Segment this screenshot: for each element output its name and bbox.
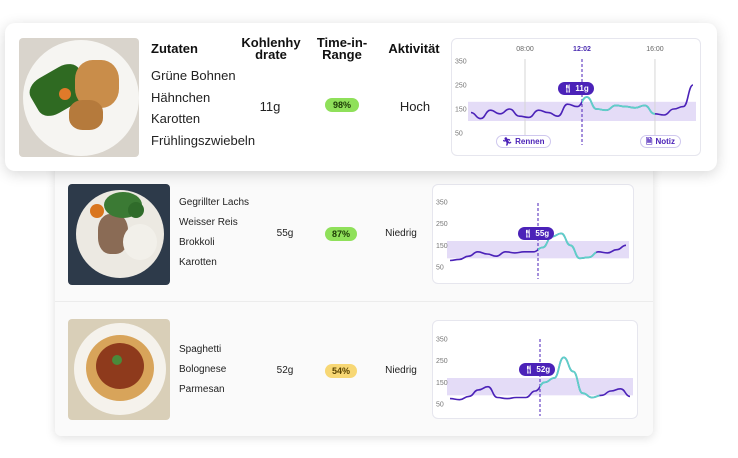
- carbs-value: 55g: [276, 228, 294, 239]
- ingredient: Parmesan: [179, 384, 225, 395]
- y-tick-label: 50: [436, 265, 444, 272]
- note-tag[interactable]: 🗎︎ Notiz: [640, 135, 681, 148]
- ingredient-list: Grüne Bohnen Hähnchen Karotten Frühlings…: [151, 65, 255, 151]
- running-icon: 🏃︎: [502, 137, 513, 146]
- ingredient: Hähnchen: [151, 89, 211, 105]
- fork-knife-icon: 🍴︎: [563, 84, 574, 93]
- meal-photo-spaghetti: [68, 319, 170, 420]
- meal-photo-salmon: [68, 184, 170, 285]
- y-tick-label: 350: [455, 59, 467, 66]
- carbs-value: 52g: [276, 365, 294, 376]
- time-in-range-badge: 54%: [325, 364, 357, 378]
- column-header-activity: Aktivität: [388, 41, 440, 56]
- y-tick-label: 50: [455, 131, 463, 138]
- ingredient-list: Spaghetti Bolognese Parmesan: [179, 340, 226, 400]
- y-tick-label: 250: [455, 83, 467, 90]
- meal-row[interactable]: Spaghetti Bolognese Parmesan 52g 54% Nie…: [55, 301, 653, 436]
- time-in-range-badge: 87%: [325, 227, 357, 241]
- activity-value: Hoch: [399, 99, 431, 114]
- x-tick-label: 16:00: [646, 46, 664, 53]
- carb-marker[interactable]: 🍴︎ 11g: [558, 82, 594, 95]
- ingredient: Karotten: [151, 111, 201, 126]
- ingredient-list: Gegrillter Lachs Weisser Reis Brokkoli K…: [179, 193, 249, 273]
- ingredient: Frühlingszwiebeln: [151, 132, 256, 148]
- meal-row[interactable]: Gegrillter Lachs Weisser Reis Brokkoli K…: [55, 160, 653, 300]
- x-tick-label: 08:00: [516, 46, 534, 53]
- carbs-value: 11g: [259, 99, 281, 114]
- column-header-time-in-range: Time-in- Range: [316, 35, 368, 62]
- ingredient: Weisser Reis: [179, 217, 238, 228]
- ingredient: Brokkoli: [179, 237, 215, 248]
- carb-marker[interactable]: 🍴︎ 55g: [518, 227, 555, 240]
- note-icon: 🗎︎: [646, 137, 653, 146]
- activity-value: Niedrig: [385, 228, 417, 239]
- glucose-chart[interactable]: 350 250 150 50 🍴︎ 55g: [432, 184, 634, 284]
- carb-marker[interactable]: 🍴︎ 52g: [519, 363, 556, 376]
- glucose-chart[interactable]: 350 250 150 50 08:00 12:02 16:00 🍴︎ 11g 🏃︎ Renn…: [451, 38, 701, 156]
- y-tick-label: 250: [436, 221, 448, 228]
- activity-tag-run[interactable]: 🏃︎ Rennen: [496, 135, 551, 148]
- ingredient: Grüne Bohnen: [151, 68, 236, 83]
- y-tick-label: 150: [436, 243, 448, 250]
- y-tick-label: 50: [436, 402, 444, 409]
- featured-meal-card[interactable]: Zutaten Kohlenhy drate Time-in- Range Ak…: [5, 23, 717, 171]
- y-tick-label: 350: [436, 337, 448, 344]
- meal-list: Gegrillter Lachs Weisser Reis Brokkoli K…: [55, 160, 653, 436]
- y-tick-label: 250: [436, 358, 448, 365]
- glucose-chart[interactable]: 350 250 150 50 🍴︎ 52g: [432, 320, 638, 419]
- activity-value: Niedrig: [385, 365, 417, 376]
- time-in-range-badge: 98%: [325, 98, 359, 112]
- column-header-carbs: Kohlenhy drate: [241, 35, 301, 62]
- column-header-ingredients: Zutaten: [151, 41, 198, 56]
- meal-photo-chicken: [19, 38, 139, 157]
- x-tick-label: 12:02: [573, 46, 591, 53]
- y-tick-label: 150: [455, 107, 467, 114]
- ingredient: Gegrillter Lachs: [179, 197, 250, 208]
- ingredient: Bolognese: [179, 364, 227, 375]
- y-tick-label: 350: [436, 200, 448, 207]
- y-tick-label: 150: [436, 380, 448, 387]
- fork-knife-icon: 🍴︎: [524, 365, 535, 374]
- ingredient: Karotten: [179, 257, 217, 268]
- fork-knife-icon: 🍴︎: [523, 229, 534, 238]
- ingredient: Spaghetti: [179, 344, 222, 355]
